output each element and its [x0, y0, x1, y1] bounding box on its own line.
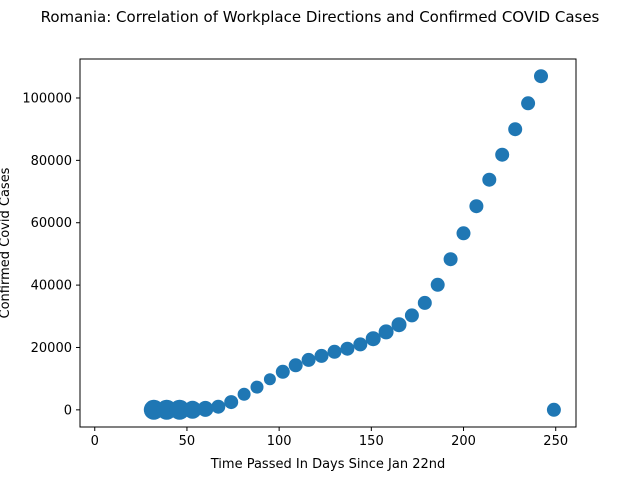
data-point-29	[521, 96, 536, 111]
data-point-30	[534, 69, 548, 84]
data-point-13	[314, 348, 329, 363]
data-point-15	[340, 341, 355, 356]
data-point-18	[378, 324, 394, 340]
data-point-16	[353, 337, 368, 352]
data-point-27	[495, 147, 510, 162]
plot-frame	[79, 58, 577, 428]
y-tick-label-1: 20000	[31, 341, 72, 356]
data-point-31	[546, 402, 561, 417]
data-point-22	[430, 277, 445, 292]
x-tick-label-0: 0	[91, 434, 99, 449]
x-tick-label-5: 250	[543, 434, 568, 449]
y-axis: 0 20000 40000 60000 80000 100000	[22, 91, 80, 418]
data-point-25	[469, 199, 484, 214]
y-tick-label-5: 100000	[22, 91, 72, 106]
data-point-23	[443, 252, 458, 267]
y-tick-label-4: 80000	[31, 154, 72, 169]
data-point-14	[327, 344, 342, 359]
y-tick-label-0: 0	[64, 403, 72, 418]
data-point-9	[263, 373, 276, 386]
data-point-19	[391, 317, 407, 333]
data-point-21	[417, 295, 432, 310]
data-point-3	[183, 400, 202, 419]
y-axis-label: Confirmed Covid Cases	[0, 167, 13, 318]
x-tick-label-4: 200	[451, 434, 476, 449]
x-axis: 0 50 100 150 200 250	[91, 427, 568, 449]
data-point-20	[404, 308, 419, 323]
x-tick-label-1: 50	[179, 434, 196, 449]
data-point-24	[456, 226, 471, 241]
data-point-2	[169, 399, 190, 420]
data-point-4	[197, 400, 214, 417]
data-point-11	[288, 358, 303, 373]
y-tick-label-2: 40000	[31, 279, 72, 294]
data-point-12	[301, 352, 316, 367]
data-point-28	[508, 122, 523, 137]
data-point-8	[250, 380, 264, 394]
points-layer	[143, 69, 561, 420]
data-point-5	[211, 399, 226, 414]
x-axis-label: Time Passed In Days Since Jan 22nd	[210, 457, 445, 472]
data-point-10	[275, 364, 290, 379]
chart-title: Romania: Correlation of Workplace Direct…	[41, 8, 600, 26]
data-point-6	[224, 395, 239, 410]
data-point-26	[482, 172, 497, 187]
data-point-7	[237, 387, 251, 401]
data-point-17	[365, 331, 381, 347]
x-tick-label-2: 100	[267, 434, 292, 449]
y-tick-label-3: 60000	[31, 216, 72, 231]
x-tick-label-3: 150	[359, 434, 384, 449]
